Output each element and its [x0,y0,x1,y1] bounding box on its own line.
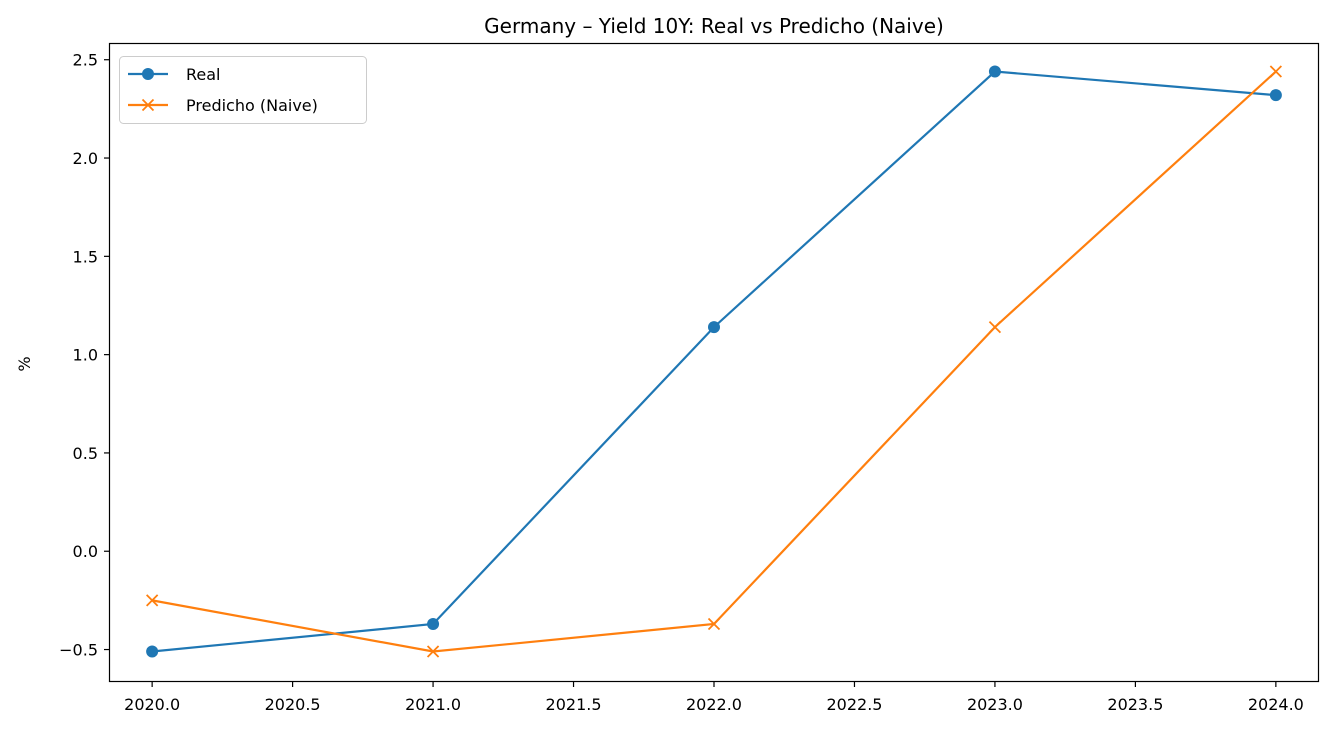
data-point [1269,89,1282,102]
y-tick-label: 0.5 [73,444,98,463]
plot-frame [108,42,1320,683]
data-point [707,617,721,631]
data-point [146,594,159,607]
y-tick-label: 1.5 [73,247,98,266]
y-axis-label: % [15,356,34,371]
series-0 [146,65,1282,658]
x-tick-label: 2021.0 [405,695,461,714]
data-point [988,320,1002,334]
data-point [146,645,159,658]
x-axis-ticks: 2020.0 2020.5 2021.0 2021.5 2022.0 2022.5 2023… [124,681,1304,714]
series-line [152,70,1276,653]
y-tick-label: 1.0 [73,346,98,365]
y-tick-label: 2.5 [73,51,98,70]
y-tick-label: 2.0 [73,149,98,168]
series-line [151,70,1277,653]
x-tick-label: 2020.0 [124,695,180,714]
data-point [1269,65,1282,78]
series-1 [146,65,1282,658]
x-tick-label: 2024.0 [1248,695,1304,714]
y-tick-label: −0.5 [59,641,98,660]
data-point [427,617,440,630]
x-tick-label: 2021.5 [546,695,602,714]
data-point [708,321,720,334]
y-axis-ticks: −0.5 0.0 0.5 1.0 1.5 2.0 2.5 [59,51,110,660]
x-tick-label: 2022.5 [826,695,882,714]
data-point [426,645,440,658]
data-point [988,65,1001,78]
y-tick-label: 0.0 [73,542,98,561]
x-tick-label: 2020.5 [265,695,321,714]
legend-marker [142,68,154,80]
legend-label: Predicho (Naive) [186,96,318,115]
legend-label: Real [186,65,221,84]
x-tick-label: 2023.5 [1107,695,1163,714]
legend-box [119,56,367,124]
x-tick-label: 2023.0 [967,695,1023,714]
x-tick-label: 2022.0 [686,695,742,714]
series-layer [146,65,1282,658]
legend: Real Predicho (Naive) [119,56,367,124]
chart-title: Germany – Yield 10Y: Real vs Predicho (N… [484,14,944,38]
legend-marker [141,98,155,112]
